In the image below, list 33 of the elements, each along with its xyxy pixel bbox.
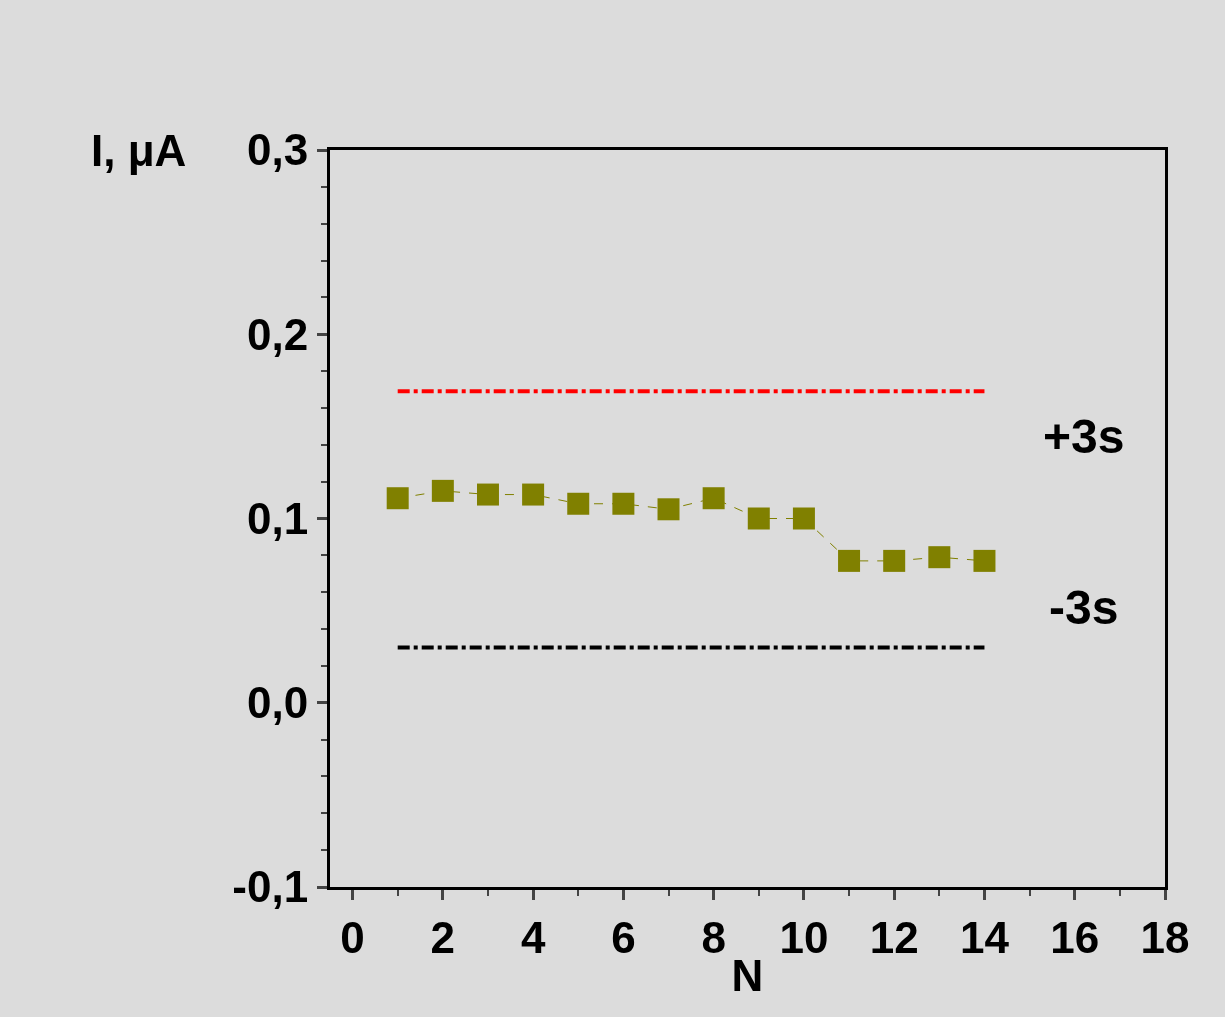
point	[973, 549, 996, 572]
y-tick-label: -0,1	[232, 862, 309, 912]
point	[747, 507, 770, 530]
y-tick-label: 0,0	[247, 678, 309, 728]
y-axis-title: I, μA	[91, 126, 187, 175]
x-tick-label: 16	[1050, 912, 1100, 962]
point	[838, 549, 861, 572]
y-tick-label: 0,1	[247, 493, 309, 543]
x-tick-label: 14	[959, 912, 1010, 962]
x-tick-label: 6	[611, 912, 636, 962]
point	[928, 546, 951, 569]
x-tick-label: 18	[1140, 912, 1190, 962]
x-tick-label: 0	[340, 912, 365, 962]
point	[792, 507, 815, 530]
x-tick-label: 8	[701, 912, 726, 962]
point	[431, 479, 454, 502]
point	[476, 483, 499, 506]
x-tick-label: 12	[869, 912, 919, 962]
x-tick-label: 2	[430, 912, 456, 962]
point	[522, 483, 545, 506]
ref-line-label: -3s	[1049, 581, 1119, 634]
point	[702, 487, 725, 510]
point	[386, 487, 409, 510]
point	[612, 492, 635, 515]
ref-line-label: +3s	[1043, 410, 1125, 463]
point	[567, 492, 590, 515]
y-tick-label: 0,2	[247, 309, 309, 359]
x-axis-title: N	[731, 951, 764, 1001]
x-tick-label: 10	[779, 912, 829, 962]
point	[657, 498, 680, 521]
point	[883, 549, 906, 572]
x-tick-label: 4	[520, 912, 546, 962]
y-tick-label: 0,3	[247, 125, 309, 175]
